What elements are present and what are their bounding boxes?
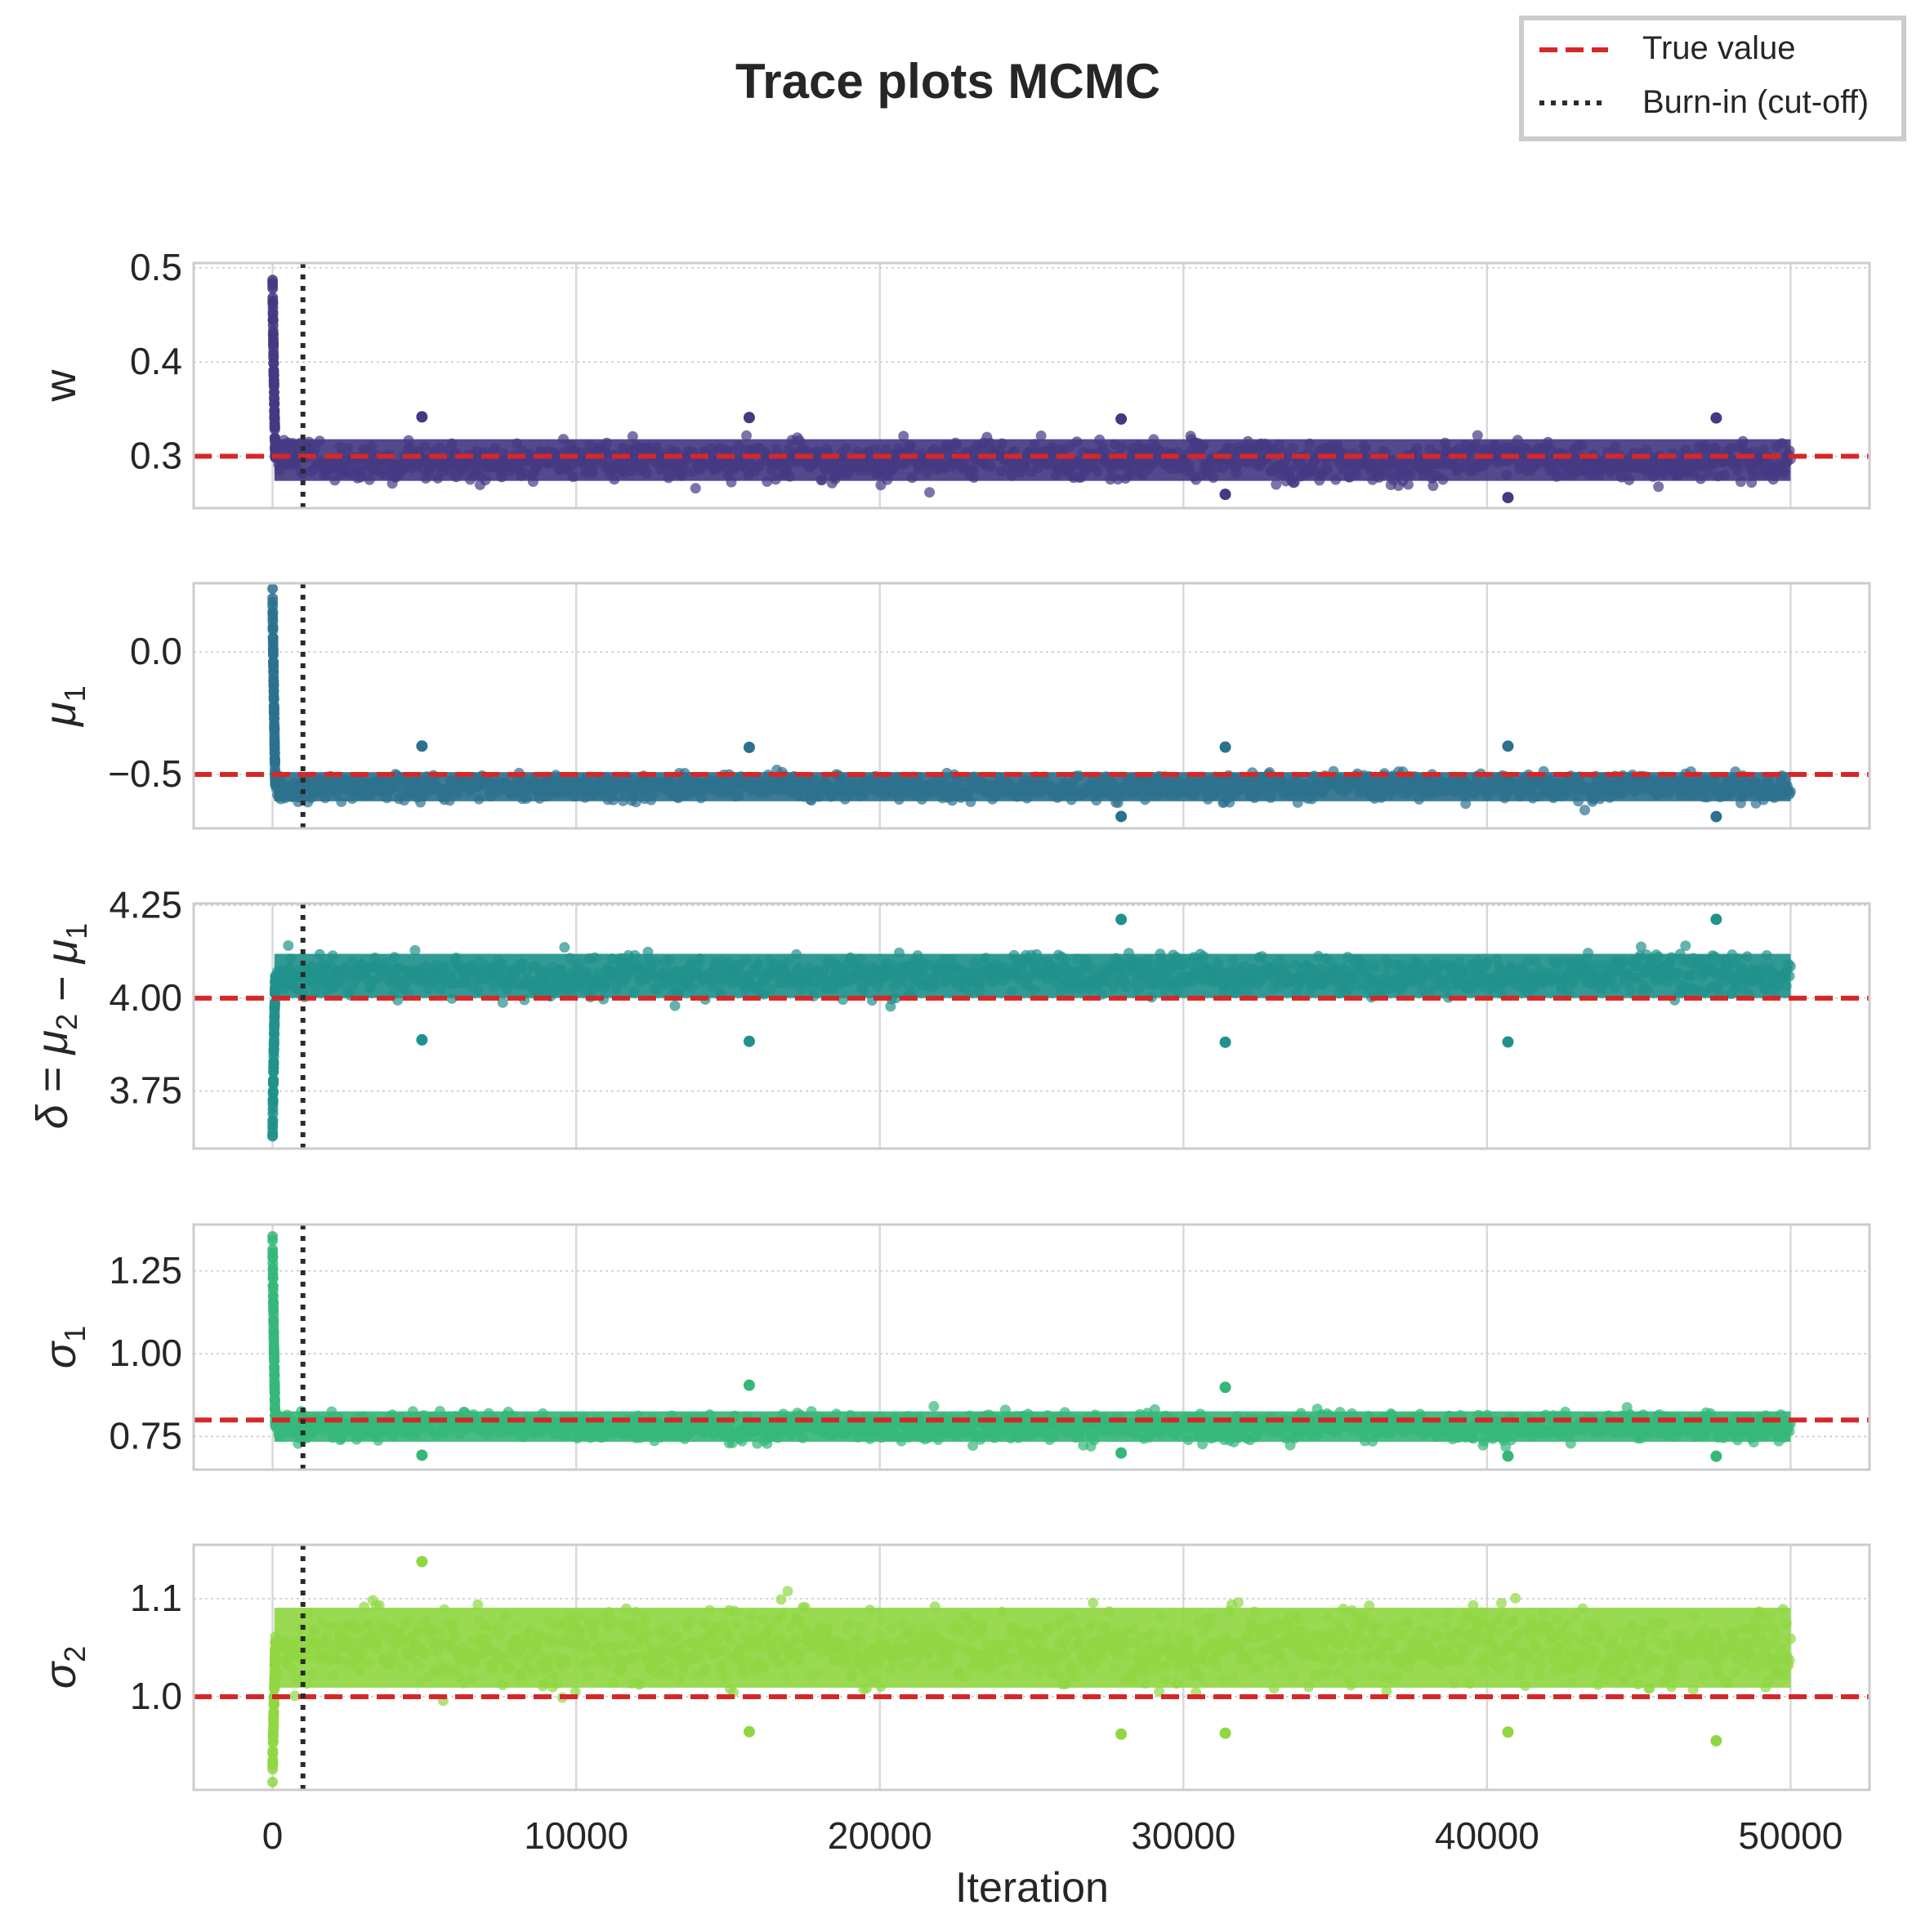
trace-point-extreme bbox=[1502, 492, 1514, 504]
trace-point-extreme bbox=[1710, 412, 1722, 424]
trace-point-extreme bbox=[1710, 913, 1722, 926]
trace-point bbox=[1472, 430, 1483, 441]
trace-mu1 bbox=[267, 583, 1796, 823]
trace-point bbox=[267, 1116, 279, 1127]
y-tick-label: 3.75 bbox=[109, 1069, 182, 1112]
trace-point bbox=[267, 622, 279, 633]
trace-point bbox=[1427, 480, 1439, 492]
panel-frame bbox=[192, 582, 1871, 830]
y-axis-label-subscript: 2 bbox=[50, 1014, 83, 1030]
figure-title: Trace plots MCMC bbox=[735, 54, 1160, 109]
y-axis-label-part: μ bbox=[38, 939, 87, 966]
y-tick-label: −0.5 bbox=[108, 752, 182, 795]
trace-point-extreme bbox=[416, 740, 428, 752]
trace-point-extreme bbox=[743, 741, 755, 753]
legend-frame bbox=[1519, 16, 1906, 141]
y-axis-label-part bbox=[38, 963, 87, 975]
y-tick-label: 0.4 bbox=[130, 340, 182, 382]
y-axis-label-subscript: 1 bbox=[60, 923, 93, 939]
trace-point bbox=[669, 1000, 681, 1011]
panel-mu1: 0.0 −0.5 μ1 bbox=[36, 582, 1871, 830]
y-axis-label-part: μ bbox=[36, 702, 85, 728]
trace-point bbox=[1680, 940, 1691, 952]
trace-density-band bbox=[274, 953, 1791, 998]
panel-w: 0.3 0.4 0.5 w bbox=[36, 246, 1871, 510]
trace-point bbox=[267, 283, 279, 294]
trace-point-extreme bbox=[1219, 489, 1231, 501]
y-tick-label: 4.25 bbox=[109, 883, 182, 926]
y-axis-label: μ1 bbox=[36, 685, 92, 728]
y-axis-label-part: δ bbox=[28, 1104, 77, 1129]
trace-point bbox=[268, 1074, 279, 1086]
trace-point bbox=[1579, 805, 1591, 816]
y-axis-label: w bbox=[36, 369, 85, 403]
trace-point bbox=[269, 423, 280, 435]
trace-point-extreme bbox=[743, 1035, 755, 1047]
trace-point bbox=[690, 483, 701, 494]
trace-point bbox=[1653, 481, 1664, 493]
trace-point bbox=[1402, 479, 1414, 490]
panel-frame bbox=[192, 902, 1871, 1150]
trace-point-extreme bbox=[1219, 741, 1231, 753]
trace-point bbox=[409, 944, 421, 956]
trace-point bbox=[267, 583, 279, 595]
trace-point bbox=[283, 939, 294, 951]
y-tick-label: 0.3 bbox=[130, 435, 182, 477]
trace-point-extreme bbox=[416, 1033, 428, 1046]
y-axis-label-part: μ bbox=[28, 1030, 77, 1056]
legend-true-value-label: True value bbox=[1642, 30, 1796, 66]
trace-point-extreme bbox=[743, 412, 755, 424]
trace-point bbox=[497, 997, 508, 1008]
trace-density-band bbox=[274, 772, 1791, 801]
y-axis-label-part bbox=[28, 1092, 77, 1104]
trace-point bbox=[267, 1235, 279, 1247]
legend: True value Burn-in (cut-off) bbox=[1519, 16, 1906, 141]
y-tick-label: 4.00 bbox=[109, 976, 182, 1019]
trace-point bbox=[269, 997, 280, 1009]
legend-burn-in-label: Burn-in (cut-off) bbox=[1642, 84, 1869, 120]
trace-point bbox=[898, 431, 909, 442]
trace-point-extreme bbox=[1502, 1036, 1514, 1048]
panel-frame bbox=[192, 261, 1871, 510]
trace-point-extreme bbox=[1710, 810, 1722, 823]
trace-point bbox=[267, 1096, 279, 1108]
y-axis-label-subscript: 1 bbox=[58, 685, 92, 702]
y-axis-label-part: = bbox=[28, 1067, 77, 1093]
trace-point bbox=[269, 1370, 280, 1381]
trace-point bbox=[741, 430, 753, 441]
trace-point bbox=[924, 487, 936, 498]
trace-point-extreme bbox=[1115, 810, 1128, 823]
trace-point-extreme bbox=[1115, 913, 1128, 926]
y-axis-label-part bbox=[38, 1002, 87, 1014]
trace-point bbox=[269, 1019, 280, 1030]
trace-point bbox=[1035, 431, 1047, 442]
y-axis-label: δ = μ2 − μ1 bbox=[28, 923, 93, 1129]
y-axis-label-part bbox=[28, 1055, 77, 1067]
trace-point-extreme bbox=[1115, 413, 1128, 425]
trace-delta bbox=[267, 913, 1796, 1142]
trace-point bbox=[559, 942, 570, 953]
trace-point bbox=[1635, 941, 1646, 953]
trace-point-extreme bbox=[1219, 1036, 1231, 1048]
trace-point bbox=[627, 431, 638, 442]
trace-point-extreme bbox=[416, 411, 428, 423]
y-axis-label-part: − bbox=[38, 975, 87, 1002]
y-tick-label: 0.0 bbox=[130, 630, 182, 672]
panel-delta: 4.254.003.75δ = μ2 − μ1 bbox=[28, 883, 1871, 1150]
trace-density-band bbox=[274, 439, 1791, 481]
trace-point bbox=[1271, 479, 1282, 490]
trace-point-extreme bbox=[1502, 740, 1514, 752]
trace-point bbox=[267, 1273, 279, 1284]
y-tick-label: 0.5 bbox=[130, 246, 182, 288]
